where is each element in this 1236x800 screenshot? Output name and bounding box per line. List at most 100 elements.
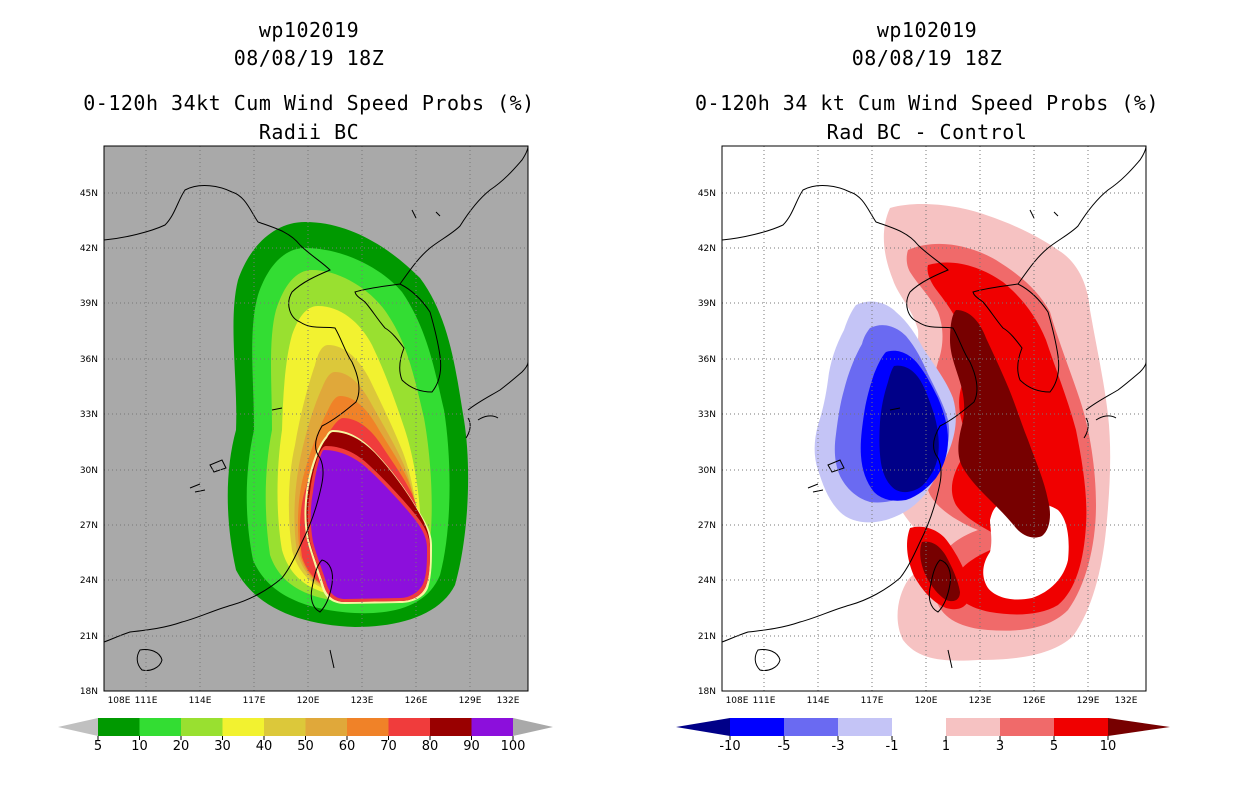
difference-contours <box>814 204 1111 661</box>
colorbar-bin <box>222 718 264 736</box>
graticule <box>722 146 1146 691</box>
lat-tick-label: 36N <box>80 355 98 365</box>
lon-tick-label: 123E <box>351 696 374 706</box>
lat-tick-label: 45N <box>698 189 716 199</box>
colorbar-bin <box>1054 718 1108 736</box>
colorbar-label: 5 <box>94 739 102 754</box>
coastlines <box>104 146 528 671</box>
storm-id-title: wp102019 <box>258 18 360 42</box>
lat-tick-label: 42N <box>698 244 716 254</box>
right-map-panel: wp102019 08/08/19 18Z 0-120h 34 kt Cum W… <box>618 0 1236 800</box>
colorbar-label: 1 <box>942 739 950 754</box>
lat-tick-label: 21N <box>698 632 716 642</box>
colorbar-label: 50 <box>297 739 314 754</box>
colorbar-bin <box>1000 718 1054 736</box>
colorbar-label: 40 <box>256 739 273 754</box>
colorbar: 5 10 20 30 40 50 60 70 80 90 100 <box>58 718 553 754</box>
lat-tick-label: 45N <box>80 189 98 199</box>
left-map-figure: 108E 111E 114E 117E 120E 123E 126E 129E … <box>58 145 553 754</box>
colorbar-label: 30 <box>214 739 231 754</box>
lat-tick-label: 42N <box>80 244 98 254</box>
colorbar-bin <box>305 718 347 736</box>
colorbar-label: 3 <box>996 739 1004 754</box>
coastline-north <box>1017 146 1146 285</box>
left-map-panel: wp102019 08/08/19 18Z 0-120h 34kt Cum Wi… <box>58 18 553 754</box>
colorbar-left-arrow <box>676 718 730 736</box>
colorbar-bin <box>264 718 306 736</box>
colorbar-bin <box>181 718 223 736</box>
colorbar-bin <box>347 718 389 736</box>
colorbar-label: 10 <box>1100 739 1117 754</box>
coastline-korea <box>972 283 1060 393</box>
positive-gt-10 <box>950 310 1050 538</box>
storm-id-title: wp102019 <box>876 18 978 42</box>
colorbar-label: -5 <box>778 739 791 754</box>
colorbar-bin <box>139 718 181 736</box>
product-title: 0-120h 34kt Cum Wind Speed Probs (%) <box>83 91 535 115</box>
colorbar-label: -3 <box>832 739 845 754</box>
lon-tick-label: 129E <box>1077 696 1100 706</box>
product-title: 0-120h 34 kt Cum Wind Speed Probs (%) <box>694 91 1160 115</box>
coastline-hainan <box>136 649 163 671</box>
lon-tick-label: 108E <box>108 696 131 706</box>
probability-contours <box>227 222 469 627</box>
experiment-title: Rad BC - Control <box>826 120 1028 144</box>
lon-tick-label: 108E <box>726 696 749 706</box>
lat-tick-label: 24N <box>80 576 98 586</box>
lon-tick-label: 132E <box>1115 696 1138 706</box>
colorbar-right-arrow <box>1108 718 1170 736</box>
graticule <box>104 146 528 691</box>
colorbar-label: -1 <box>886 739 899 754</box>
coastline-japan <box>1083 361 1146 439</box>
coastline-taiwan <box>928 559 951 613</box>
lat-tick-label: 21N <box>80 632 98 642</box>
lon-tick-label: 114E <box>807 696 830 706</box>
colorbar-label: 20 <box>173 739 190 754</box>
lat-tick-label: 33N <box>698 410 716 420</box>
coastline-taiwan <box>310 559 333 613</box>
lon-tick-label: 117E <box>243 696 266 706</box>
colorbar-bin <box>784 718 838 736</box>
colorbar-bin <box>892 718 946 736</box>
lat-tick-label: 36N <box>698 355 716 365</box>
colorbar-bin <box>430 718 472 736</box>
lat-tick-label: 30N <box>698 466 716 476</box>
lat-tick-label: 39N <box>80 299 98 309</box>
coastline-north <box>399 146 528 285</box>
colorbar-bin <box>838 718 892 736</box>
colorbar-label: 90 <box>463 739 480 754</box>
colorbar-bin <box>388 718 430 736</box>
coastline-mainland <box>104 185 360 643</box>
colorbar-right-arrow <box>513 718 553 736</box>
colorbar-label: 10 <box>131 739 148 754</box>
colorbar-label: 100 <box>501 739 526 754</box>
lon-tick-label: 117E <box>861 696 884 706</box>
lat-tick-label: 27N <box>698 521 716 531</box>
lon-tick-label: 120E <box>915 696 938 706</box>
lon-tick-label: 129E <box>459 696 482 706</box>
lon-tick-label: 126E <box>1023 696 1046 706</box>
date-time-title: 08/08/19 18Z <box>233 46 385 70</box>
colorbar-bin <box>946 718 1000 736</box>
right-map-figure: 108E 111E 114E 117E 120E 123E 126E 129E … <box>676 145 1170 754</box>
lat-tick-label: 30N <box>80 466 98 476</box>
lat-tick-label: 24N <box>698 576 716 586</box>
map-frame <box>103 145 529 692</box>
experiment-title: Radii BC <box>258 120 360 144</box>
lat-tick-label: 39N <box>698 299 716 309</box>
lon-tick-label: 132E <box>497 696 520 706</box>
coastline-japan <box>465 361 528 439</box>
coastline-korea <box>354 283 442 393</box>
lon-tick-label: 126E <box>405 696 428 706</box>
negative-lt-10 <box>879 365 939 493</box>
colorbar-left-arrow <box>58 718 98 736</box>
lon-tick-label: 111E <box>753 696 776 706</box>
lat-tick-labels: 18N 21N 24N 27N 30N 33N 36N 39N 42N 45N <box>80 189 98 697</box>
colorbar-label: 60 <box>339 739 356 754</box>
coastline-mainland <box>722 185 978 643</box>
colorbar-bin <box>471 718 513 736</box>
lon-tick-labels: 108E 111E 114E 117E 120E 123E 126E 129E … <box>108 696 520 706</box>
colorbar-label: -10 <box>719 739 740 754</box>
map-frame <box>721 145 1147 692</box>
colorbar-bin <box>98 718 140 736</box>
